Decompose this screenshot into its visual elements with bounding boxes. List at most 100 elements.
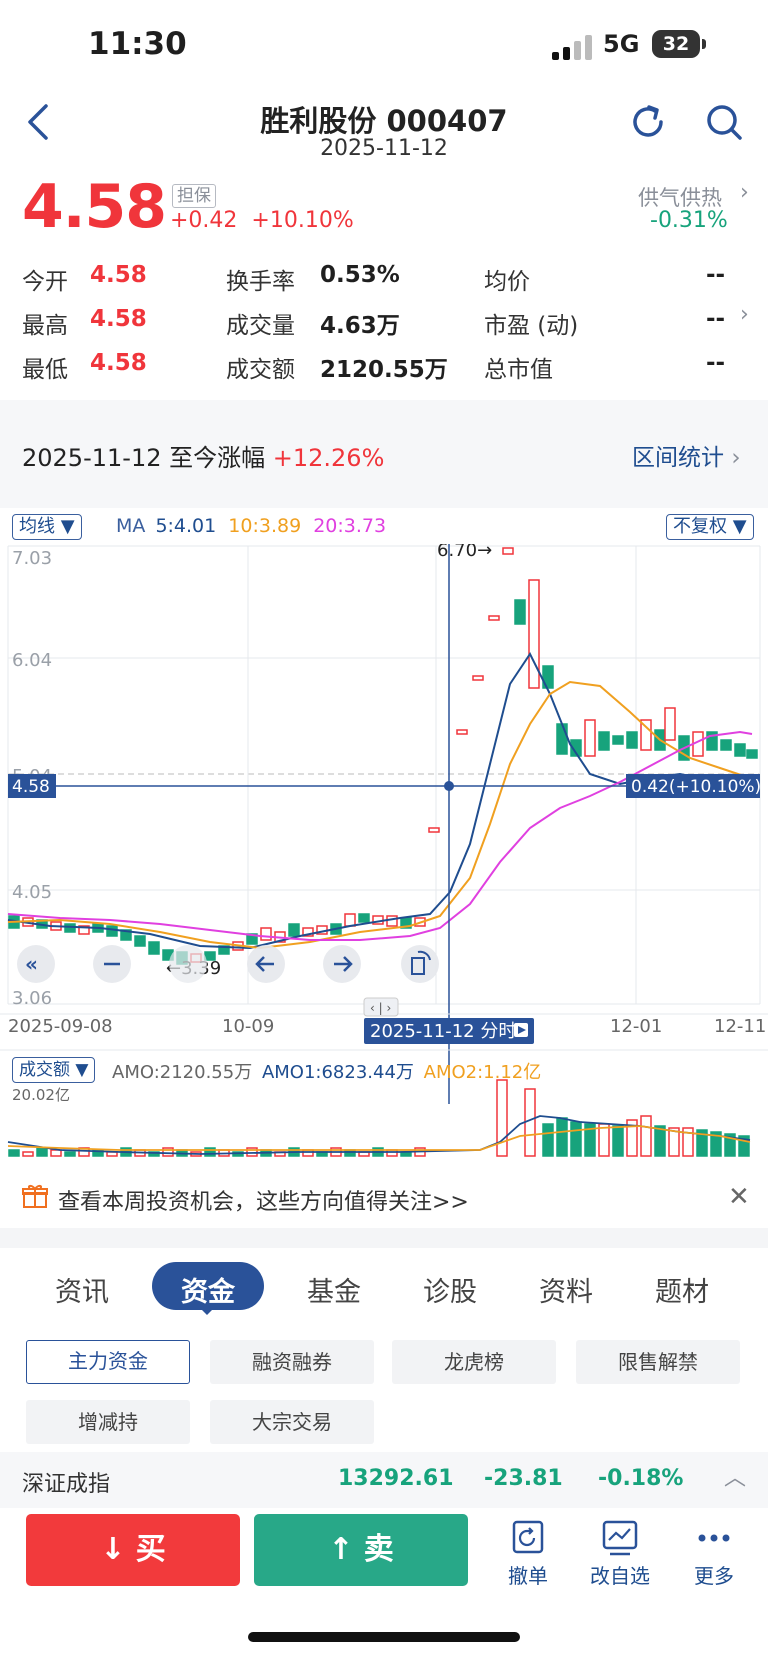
right-arrow-button[interactable] [323,945,361,983]
current-price: 4.58 [22,172,167,242]
chip-main-funds[interactable]: 主力资金 [26,1340,190,1384]
tab-profile[interactable]: 资料 [539,1277,593,1308]
volume-bar [204,1147,216,1157]
chip-block-trade[interactable]: 大宗交易 [210,1400,374,1444]
volume-bar [710,1131,722,1157]
edit-watchlist-label[interactable]: 改自选 [590,1564,650,1588]
ma5-legend: 5:4.01 [155,515,217,537]
stat-value-low: 4.58 [90,350,147,376]
drag-handle[interactable] [363,997,399,1017]
cursor-date-box [364,1018,534,1044]
candle [556,723,568,755]
plus-button[interactable] [169,945,207,983]
volume-bar [570,1121,582,1157]
amount-select-label: 成交额 [19,1060,70,1080]
candles [8,547,758,965]
candle [472,675,484,681]
volume-bar [738,1135,750,1157]
stat-value-volume: 4.63万 [320,313,400,339]
candle [664,707,676,741]
svg-text:‹ | ›: ‹ | › [370,1001,391,1015]
tab-active-tip [198,1306,216,1315]
candle [78,925,90,935]
volume-bar [696,1129,708,1157]
ma-select[interactable]: 均线 ▼ [12,514,82,540]
stat-value-high: 4.58 [90,306,147,332]
chip-margin[interactable]: 融资融券 [210,1340,374,1384]
buy-button[interactable]: ↓ 买 [26,1514,240,1586]
amount-legend: AMO:2120.55万 AMO1:6823.44万 AMO2:1.12亿 [112,1058,541,1084]
chip-dragon-tiger[interactable]: 龙虎榜 [392,1340,556,1384]
sector-label[interactable]: 供气供热 [638,186,722,210]
rotate-button[interactable] [401,945,439,983]
ma-label: MA [116,515,146,537]
amo2-line [7,1125,751,1151]
candle [584,719,596,757]
search-icon[interactable] [704,102,744,142]
chevron-right-icon[interactable]: › [740,302,749,327]
volume-bar [64,1151,76,1157]
candle [626,731,638,749]
amount-tick: 20.02亿 [12,1086,70,1104]
candle [598,731,610,751]
kline-chart[interactable]: 7.03 6.04 5.04 4.05 3.06 4.58 0.42(+10.1… [0,544,768,1166]
index-bar[interactable] [0,1452,768,1508]
tab-fund[interactable]: 基金 [307,1277,361,1308]
tab-theme[interactable]: 题材 [655,1277,709,1308]
amo2-legend: AMO2:1.12亿 [423,1062,542,1083]
sell-button[interactable]: ↑ 卖 [254,1514,468,1586]
network-label: 5G [603,30,640,58]
left-arrow-button[interactable] [247,945,285,983]
adjust-select[interactable]: 不复权 ▼ [666,514,754,540]
collateral-tag: 担保 [172,184,216,208]
stat-label-amount: 成交额 [226,357,295,383]
caret-down-icon: ▼ [75,1060,89,1080]
candle [344,913,356,927]
stat-label-mktcap: 总市值 [484,357,553,383]
zoom-out-button[interactable]: « [17,945,55,983]
tab-diagnose[interactable]: 诊股 [423,1277,477,1308]
cursor-price: 4.58 [12,777,50,797]
index-pct: -0.18% [598,1466,684,1491]
page-date: 2025-11-12 [320,136,448,161]
caret-down-icon: ▼ [732,516,747,537]
volume-bar [496,1079,508,1157]
more-label[interactable]: 更多 [694,1564,734,1588]
range-text: 2025-11-12 至今涨幅 +12.26% [22,438,384,473]
stat-value-pe: -- [706,306,726,332]
range-stat-label: 区间统计 [632,445,724,471]
range-value: +12.26% [272,444,385,472]
cancel-order-label[interactable]: 撤单 [508,1564,548,1588]
edit-watchlist-icon[interactable] [600,1518,640,1558]
candle [502,547,514,555]
chevron-right-icon[interactable]: › [740,180,749,205]
adjust-select-label: 不复权 [673,516,727,537]
price-change: +0.42 +10.10% [170,208,354,233]
candle [528,579,540,689]
candle [246,933,258,945]
refresh-icon[interactable] [628,102,668,142]
range-stat-link[interactable]: 区间统计 › [632,438,741,472]
minus-button[interactable] [93,945,131,983]
candle [734,743,746,757]
home-indicator[interactable] [248,1632,520,1642]
chevron-up-icon[interactable]: ︿ [724,1466,747,1491]
amount-select[interactable]: 成交额 ▼ [12,1057,96,1083]
stat-value-avg: -- [706,262,726,288]
tab-funds[interactable]: 资金 [181,1277,235,1308]
close-icon[interactable]: ✕ [728,1182,750,1212]
more-icon[interactable] [694,1518,734,1558]
index-name: 深证成指 [22,1472,111,1497]
battery-icon: 32 [652,30,700,58]
candle [120,929,132,941]
back-icon[interactable] [24,102,58,142]
tab-news[interactable]: 资讯 [55,1277,109,1308]
promo-link[interactable]: 查看本周投资机会，这些方向值得关注>> [58,1190,469,1215]
candle [720,739,732,751]
chip-unlock[interactable]: 限售解禁 [576,1340,740,1384]
volume-bar [542,1123,554,1157]
cancel-order-icon[interactable] [508,1518,548,1558]
candle [488,615,500,621]
stat-label-pe[interactable]: 市盈 (动) [484,313,579,339]
chip-holdings-change[interactable]: 增减持 [26,1400,190,1444]
